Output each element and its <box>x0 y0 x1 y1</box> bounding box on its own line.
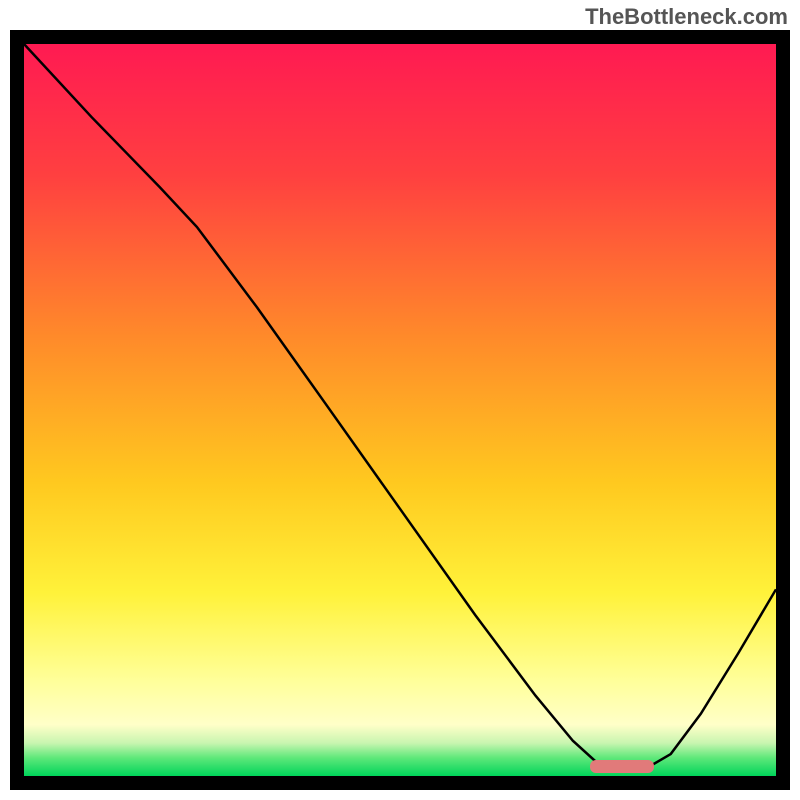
watermark-text: TheBottleneck.com <box>585 4 788 30</box>
chart-minimum-marker <box>590 760 654 773</box>
chart-curve-svg <box>24 44 776 776</box>
chart-curve-path <box>24 44 776 767</box>
chart-plot-area <box>24 44 776 776</box>
